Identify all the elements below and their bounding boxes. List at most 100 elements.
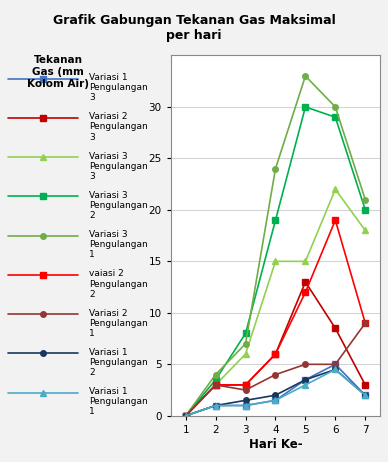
- Variasi 2
Pengulangan
1: [363, 320, 367, 326]
- Text: Pengulangan: Pengulangan: [89, 83, 148, 92]
- Variasi 2
Pengulangan
1: [213, 382, 218, 388]
- Text: Pengulangan: Pengulangan: [89, 358, 148, 367]
- Variasi 2
Pengulangan
3: [303, 279, 308, 285]
- Text: Pengulangan: Pengulangan: [89, 240, 148, 249]
- Variasi 1
Pengulangan
3: [273, 398, 278, 403]
- Text: 2: 2: [89, 290, 95, 298]
- Line: Variasi 1
Pengulangan
1: Variasi 1 Pengulangan 1: [183, 367, 368, 419]
- Variasi 3
Pengulangan
1: [363, 197, 367, 202]
- Text: Grafik Gabungan Tekanan Gas Maksimal
per hari: Grafik Gabungan Tekanan Gas Maksimal per…: [53, 13, 335, 42]
- Variasi 1
Pengulangan
2: [303, 377, 308, 383]
- Line: vaiasi 2
Pengulangan
2: vaiasi 2 Pengulangan 2: [183, 218, 368, 419]
- Line: Variasi 3
Pengulangan
3: Variasi 3 Pengulangan 3: [183, 187, 368, 419]
- Variasi 3
Pengulangan
1: [184, 413, 188, 419]
- Variasi 3
Pengulangan
1: [273, 166, 278, 171]
- Text: Pengulangan: Pengulangan: [89, 162, 148, 170]
- Text: Variasi 1: Variasi 1: [89, 73, 128, 82]
- Text: Variasi 2: Variasi 2: [89, 309, 128, 317]
- Text: Variasi 3: Variasi 3: [89, 230, 128, 239]
- Variasi 2
Pengulangan
3: [184, 413, 188, 419]
- Variasi 1
Pengulangan
2: [333, 367, 338, 372]
- Variasi 2
Pengulangan
3: [273, 351, 278, 357]
- Variasi 1
Pengulangan
1: [273, 398, 278, 403]
- Variasi 3
Pengulangan
3: [184, 413, 188, 419]
- Variasi 3
Pengulangan
3: [303, 259, 308, 264]
- vaiasi 2
Pengulangan
2: [273, 351, 278, 357]
- Variasi 1
Pengulangan
3: [184, 413, 188, 419]
- Variasi 2
Pengulangan
1: [243, 387, 248, 393]
- Variasi 3
Pengulangan
2: [303, 104, 308, 109]
- Variasi 1
Pengulangan
1: [303, 382, 308, 388]
- Variasi 3
Pengulangan
2: [184, 413, 188, 419]
- Text: Variasi 3: Variasi 3: [89, 191, 128, 200]
- Text: Tekanan
Gas (mm
Kolom Air): Tekanan Gas (mm Kolom Air): [27, 55, 89, 89]
- Line: Variasi 1
Pengulangan
3: Variasi 1 Pengulangan 3: [183, 362, 368, 419]
- Text: Pengulangan: Pengulangan: [89, 280, 148, 288]
- Variasi 2
Pengulangan
1: [184, 413, 188, 419]
- Variasi 1
Pengulangan
2: [273, 392, 278, 398]
- Variasi 3
Pengulangan
1: [303, 73, 308, 79]
- Variasi 1
Pengulangan
1: [363, 392, 367, 398]
- Variasi 3
Pengulangan
2: [213, 377, 218, 383]
- Line: Variasi 3
Pengulangan
1: Variasi 3 Pengulangan 1: [183, 73, 368, 419]
- Variasi 2
Pengulangan
3: [243, 382, 248, 388]
- Variasi 1
Pengulangan
2: [184, 413, 188, 419]
- Text: 1: 1: [89, 329, 95, 338]
- Text: 2: 2: [89, 368, 95, 377]
- Variasi 3
Pengulangan
3: [213, 382, 218, 388]
- Variasi 1
Pengulangan
1: [333, 367, 338, 372]
- Line: Variasi 1
Pengulangan
2: Variasi 1 Pengulangan 2: [183, 367, 368, 419]
- Variasi 2
Pengulangan
3: [363, 382, 367, 388]
- Variasi 1
Pengulangan
3: [303, 377, 308, 383]
- Text: 1: 1: [89, 250, 95, 259]
- Variasi 1
Pengulangan
3: [243, 403, 248, 408]
- Text: vaiasi 2: vaiasi 2: [89, 269, 124, 278]
- X-axis label: Hari Ke-: Hari Ke-: [249, 438, 302, 450]
- Variasi 1
Pengulangan
3: [213, 403, 218, 408]
- Variasi 1
Pengulangan
2: [213, 403, 218, 408]
- Variasi 2
Pengulangan
3: [333, 326, 338, 331]
- Variasi 2
Pengulangan
1: [303, 362, 308, 367]
- Text: Variasi 1: Variasi 1: [89, 387, 128, 396]
- vaiasi 2
Pengulangan
2: [184, 413, 188, 419]
- Variasi 1
Pengulangan
3: [363, 392, 367, 398]
- Variasi 3
Pengulangan
2: [273, 218, 278, 223]
- Text: 3: 3: [89, 133, 95, 141]
- Variasi 3
Pengulangan
1: [333, 104, 338, 109]
- vaiasi 2
Pengulangan
2: [333, 218, 338, 223]
- Variasi 1
Pengulangan
2: [243, 398, 248, 403]
- vaiasi 2
Pengulangan
2: [243, 382, 248, 388]
- vaiasi 2
Pengulangan
2: [213, 382, 218, 388]
- Variasi 1
Pengulangan
1: [213, 403, 218, 408]
- Text: Variasi 2: Variasi 2: [89, 112, 128, 121]
- Variasi 3
Pengulangan
1: [243, 341, 248, 346]
- Variasi 3
Pengulangan
2: [333, 115, 338, 120]
- Variasi 1
Pengulangan
3: [333, 362, 338, 367]
- Text: 1: 1: [89, 407, 95, 416]
- Variasi 2
Pengulangan
1: [333, 362, 338, 367]
- Variasi 3
Pengulangan
2: [363, 207, 367, 213]
- Variasi 3
Pengulangan
3: [273, 259, 278, 264]
- Variasi 3
Pengulangan
3: [333, 187, 338, 192]
- Text: 3: 3: [89, 172, 95, 181]
- Text: Pengulangan: Pengulangan: [89, 122, 148, 131]
- Text: Variasi 1: Variasi 1: [89, 348, 128, 357]
- Variasi 2
Pengulangan
3: [213, 382, 218, 388]
- Text: Pengulangan: Pengulangan: [89, 201, 148, 210]
- Line: Variasi 2
Pengulangan
3: Variasi 2 Pengulangan 3: [183, 279, 368, 419]
- Text: Pengulangan: Pengulangan: [89, 319, 148, 328]
- Variasi 1
Pengulangan
1: [243, 403, 248, 408]
- Variasi 3
Pengulangan
3: [363, 228, 367, 233]
- Variasi 2
Pengulangan
1: [273, 372, 278, 377]
- Variasi 3
Pengulangan
1: [213, 372, 218, 377]
- Variasi 1
Pengulangan
2: [363, 392, 367, 398]
- Text: 2: 2: [89, 211, 95, 220]
- Text: Pengulangan: Pengulangan: [89, 397, 148, 406]
- Text: Variasi 3: Variasi 3: [89, 152, 128, 160]
- Variasi 3
Pengulangan
3: [243, 351, 248, 357]
- Line: Variasi 2
Pengulangan
1: Variasi 2 Pengulangan 1: [183, 320, 368, 419]
- Variasi 3
Pengulangan
2: [243, 331, 248, 336]
- vaiasi 2
Pengulangan
2: [363, 320, 367, 326]
- Line: Variasi 3
Pengulangan
2: Variasi 3 Pengulangan 2: [183, 104, 368, 419]
- Variasi 1
Pengulangan
1: [184, 413, 188, 419]
